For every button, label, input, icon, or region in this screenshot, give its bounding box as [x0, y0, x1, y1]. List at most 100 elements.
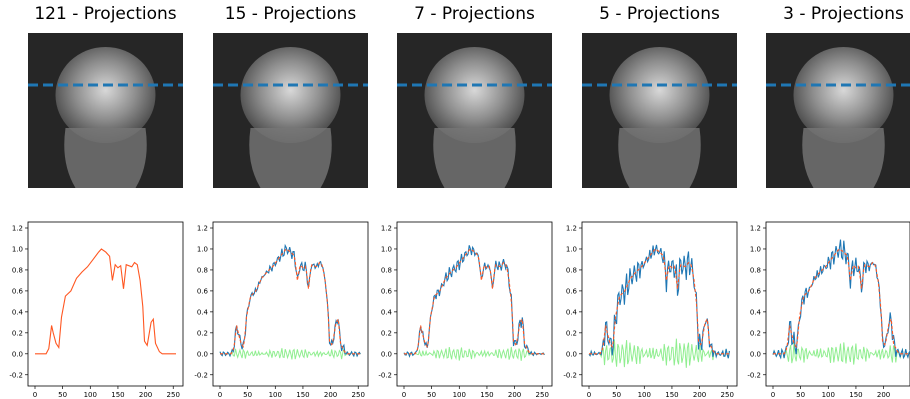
plot-frame [765, 221, 910, 387]
panel-1: 15 - Projections -0.2 0.0 0.2 0.4 0.6 0.8 1.0 1.… [194, 4, 369, 399]
xtick-label: 100 [453, 391, 466, 399]
panel-3: 5 - Projections -0.2 0.0 0.2 0.4 0.6 0.8 1.0 1.2… [563, 4, 738, 399]
ytick-label: 0.2 [12, 329, 23, 337]
xtick-label: 150 [296, 391, 309, 399]
reference-line [589, 248, 730, 355]
ytick-label: 0.4 [12, 308, 24, 316]
xtick-label: 50 [796, 391, 805, 399]
ytick-label: -0.2 [563, 371, 577, 379]
panel-title: 3 - Projections [783, 4, 904, 24]
ytick-label: 0.8 [566, 266, 577, 274]
ytick-label: 1.2 [197, 225, 208, 233]
xtick-label: 150 [849, 391, 862, 399]
ytick-label: 0.2 [566, 329, 577, 337]
xtick-label: 200 [324, 391, 337, 399]
plot-frame [27, 221, 184, 387]
xtick-label: 0 [33, 391, 37, 399]
plot-frame [212, 221, 369, 387]
xtick-label: 250 [536, 391, 549, 399]
ytick-label: -0.2 [9, 371, 23, 379]
ytick-label: 0.6 [566, 287, 578, 295]
reference-line [220, 248, 361, 355]
neck-shape [433, 128, 516, 188]
ytick-label: 0.0 [750, 350, 761, 358]
panel-4: 3 - Projections -0.2 0.0 0.2 0.4 0.6 0.8 1.0 1.2… [747, 4, 910, 399]
xtick-label: 50 [612, 391, 621, 399]
ytick-label: -0.2 [194, 371, 208, 379]
neck-shape [64, 128, 147, 188]
xtick-label: 200 [139, 391, 152, 399]
ytick-label: 1.2 [566, 225, 577, 233]
xtick-label: 150 [480, 391, 493, 399]
panel-2: 7 - Projections -0.2 0.0 0.2 0.4 0.6 0.8 1.0 1.2… [378, 4, 553, 399]
ytick-label: 0.8 [197, 266, 208, 274]
ytick-label: 0.8 [381, 266, 392, 274]
xtick-label: 250 [352, 391, 365, 399]
head-shape [55, 47, 156, 143]
xtick-label: 100 [822, 391, 835, 399]
neck-shape [618, 128, 701, 188]
reference-line [773, 248, 910, 355]
ytick-label: 0.2 [197, 329, 208, 337]
error-line [772, 342, 910, 365]
xtick-label: 100 [638, 391, 651, 399]
panel-title: 15 - Projections [225, 4, 357, 24]
ytick-label: 0.6 [197, 287, 209, 295]
ytick-label: 1.0 [12, 245, 23, 253]
ytick-label: -0.2 [747, 371, 761, 379]
error-line [403, 346, 545, 361]
xtick-label: 0 [771, 391, 775, 399]
ytick-label: 0.0 [566, 350, 577, 358]
reconstruction-line [219, 243, 361, 358]
xtick-label: 50 [427, 391, 436, 399]
ytick-label: 0.2 [381, 329, 392, 337]
panel-title: 5 - Projections [599, 4, 720, 24]
xtick-label: 150 [665, 391, 678, 399]
ytick-label: 1.2 [750, 225, 761, 233]
head-shape [609, 47, 710, 143]
xtick-label: 200 [693, 391, 706, 399]
ytick-label: 1.2 [12, 225, 23, 233]
head-shape [424, 47, 525, 143]
xtick-label: 250 [167, 391, 180, 399]
reconstruction-line [772, 239, 910, 360]
error-line [219, 348, 361, 360]
ytick-label: 0.6 [750, 287, 762, 295]
xtick-label: 50 [243, 391, 252, 399]
head-shape [793, 47, 894, 143]
ytick-label: 0.8 [12, 266, 23, 274]
plot-frame [396, 221, 553, 387]
ytick-label: 0.2 [750, 329, 761, 337]
ytick-label: 1.0 [381, 245, 392, 253]
neck-shape [802, 128, 885, 188]
ytick-label: 0.4 [197, 308, 209, 316]
ytick-label: 0.4 [566, 308, 578, 316]
ytick-label: 0.0 [197, 350, 208, 358]
xtick-label: 0 [402, 391, 406, 399]
xtick-label: 100 [84, 391, 97, 399]
xtick-label: 250 [721, 391, 734, 399]
ytick-label: 1.0 [750, 245, 761, 253]
panel-title: 121 - Projections [34, 4, 176, 24]
xtick-label: 200 [508, 391, 521, 399]
xtick-label: 150 [111, 391, 124, 399]
ytick-label: 0.8 [750, 266, 761, 274]
ytick-label: 1.0 [566, 245, 577, 253]
head-shape [240, 47, 341, 143]
ytick-label: 1.2 [381, 225, 392, 233]
ytick-label: 0.0 [12, 350, 23, 358]
ytick-label: -0.2 [378, 371, 392, 379]
ytick-label: 0.4 [381, 308, 393, 316]
error-line [588, 338, 730, 368]
ytick-label: 1.0 [197, 245, 208, 253]
xtick-label: 0 [587, 391, 591, 399]
xtick-label: 100 [269, 391, 282, 399]
xtick-label: 0 [218, 391, 222, 399]
panel-0: 121 - Projections -0.2 0.0 0.2 0.4 0.6 0.8 1.0 1… [9, 4, 184, 399]
xtick-label: 200 [877, 391, 890, 399]
neck-shape [249, 128, 332, 188]
panel-title: 7 - Projections [414, 4, 535, 24]
reconstruction-line [588, 244, 730, 359]
ytick-label: 0.4 [750, 308, 762, 316]
